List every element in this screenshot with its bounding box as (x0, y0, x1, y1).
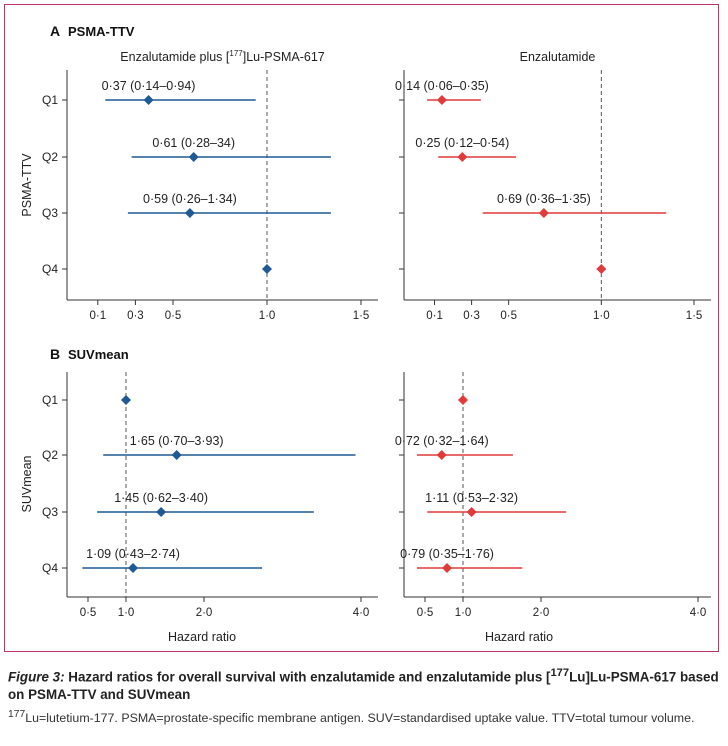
panel-a-left-label-Q1: 0·37 (0·14–0·94) (102, 79, 196, 93)
caption-note-sup: 177 (8, 709, 26, 721)
panel-a-right-point-Q2 (457, 152, 468, 162)
panel-b-ytick-label: Q2 (42, 448, 58, 462)
panel-b-right-point-Q3 (466, 507, 477, 517)
caption-title-sup: 177 (550, 667, 570, 679)
panel-b-ylabel: SUVmean (20, 455, 34, 512)
figure-caption: Figure 3: Hazard ratios for overall surv… (8, 664, 720, 728)
panel-a-left-xtick-label: 1·0 (259, 310, 276, 322)
panel-a-left-xtick-label: 0·5 (165, 310, 182, 322)
panel-a-ytick-label: Q2 (42, 150, 58, 164)
panel-b-right-xtick-label: 1·0 (455, 607, 472, 619)
forest-plot-figure: A PSMA-TTV B SUVmean Enzalutamide plus [177]… (20, 23, 711, 644)
panel-a-left-label-Q2: 0·61 (0·28–34) (152, 136, 235, 150)
panel-a-left-label-Q3: 0·59 (0·26–1·34) (143, 192, 237, 206)
panel-b-left-xtick-label: 0·5 (80, 607, 97, 619)
panel-a-right-point-Q3 (538, 208, 549, 218)
panel-a-left-xtick-label: 1·5 (353, 310, 370, 322)
panel-b-letter: B (50, 346, 60, 362)
panel-b-left-xlabel: Hazard ratio (168, 630, 236, 644)
panel-b-left-xtick-label: 1·0 (118, 607, 135, 619)
panel-b-right-xtick-label: 4·0 (690, 607, 707, 619)
panel-b-left-label-Q4: 1·09 (0·43–2·74) (86, 547, 180, 561)
panel-a-ytick-label: Q4 (42, 262, 58, 276)
panel-b-right-point-Q1 (458, 395, 468, 405)
panel-b-right-xlabel: Hazard ratio (485, 630, 553, 644)
panel-b-right-label-Q2: 0·72 (0·32–1·64) (395, 434, 489, 448)
panel-b-right-label-Q3: 1·11 (0·53–2·32) (425, 491, 518, 505)
panel-b-ytick-label: Q1 (42, 393, 58, 407)
panel-b-title: SUVmean (68, 347, 129, 362)
panel-a-letter: A (50, 23, 60, 39)
panel-a-right-point-Q4 (596, 264, 607, 274)
panel-b-right-label-Q4: 0·79 (0·35–1·76) (400, 547, 494, 561)
column-header-combination: Enzalutamide plus [177]Lu-PSMA-617 (120, 49, 324, 64)
panel-a-ylabel: PSMA-TTV (20, 153, 34, 217)
panel-b-left-point-Q4 (128, 563, 139, 573)
panel-b-left-label-Q3: 1·45 (0·62–3·40) (114, 491, 208, 505)
panel-a-ytick-label: Q3 (42, 206, 58, 220)
caption-title: Figure 3: Hazard ratios for overall surv… (8, 664, 720, 704)
panel-b-left-point-Q3 (156, 507, 167, 517)
panel-b-left-point-Q2 (171, 450, 182, 460)
figure-frame (4, 4, 719, 652)
panel-a-left-point-Q3 (184, 208, 195, 218)
panel-a-right-xtick-label: 0·5 (500, 310, 517, 322)
panel-a-right-xtick-label: 0·1 (426, 310, 443, 322)
panel-a-left-point-Q1 (143, 95, 154, 105)
caption-note: 177Lu=lutetium-177. PSMA=prostate-specif… (8, 706, 720, 727)
caption-note-text: Lu=lutetium-177. PSMA=prostate-specific … (25, 711, 695, 726)
panel-a-right-label-Q2: 0·25 (0·12–0·54) (415, 136, 509, 150)
panel-b-right-point-Q4 (442, 563, 453, 573)
panel-b-left-point-Q1 (121, 395, 131, 405)
caption-figure-label: Figure 3: (8, 669, 65, 685)
panel-a-right-label-Q1: 0·14 (0·06–0·35) (395, 79, 489, 93)
panel-b-ytick-label: Q3 (42, 505, 58, 519)
caption-title-part2: Lu]Lu-PSMA-617 based on PSMA-TTV and SUV… (8, 669, 719, 703)
panel-a-left-xtick-label: 0·3 (127, 310, 144, 322)
panel-b-right-xtick-label: 0·5 (417, 607, 434, 619)
panel-b-left-xtick-label: 4·0 (353, 607, 370, 619)
panel-b-left-label-Q2: 1·65 (0·70–3·93) (130, 434, 224, 448)
caption-title-part1: Hazard ratios for overall survival with … (64, 669, 551, 685)
panel-a-left-point-Q2 (188, 152, 199, 162)
panel-a-right-xtick-label: 1·5 (686, 310, 703, 322)
panel-a-right-label-Q3: 0·69 (0·36–1·35) (497, 192, 591, 206)
panel-b-ytick-label: Q4 (42, 561, 58, 575)
panel-a-right-xtick-label: 1·0 (593, 310, 610, 322)
panel-a-right-xtick-label: 0·3 (463, 310, 480, 322)
panel-b-right-xtick-label: 2·0 (533, 607, 550, 619)
panel-b-left-xtick-label: 2·0 (196, 607, 213, 619)
panel-a-ytick-label: Q1 (42, 93, 58, 107)
column-header-enzalutamide: Enzalutamide (520, 50, 596, 64)
panel-a-right-point-Q1 (436, 95, 447, 105)
panel-a-title: PSMA-TTV (68, 24, 135, 39)
panel-b-right-point-Q2 (436, 450, 447, 460)
panel-a-left-point-Q4 (262, 264, 272, 274)
panel-a-left-xtick-label: 0·1 (89, 310, 106, 322)
